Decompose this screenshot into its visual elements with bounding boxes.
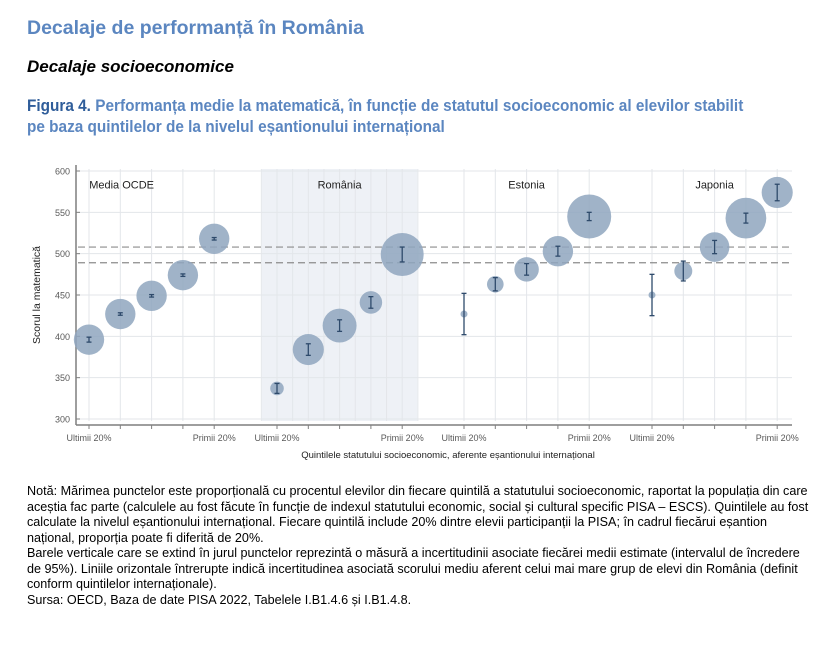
y-tick-label: 550 (55, 208, 70, 218)
section-title: Decalaje de performanță în România (27, 17, 365, 39)
y-tick-label: 450 (55, 291, 70, 301)
y-tick-label: 400 (55, 332, 70, 342)
x-tick-label-first: Ultimii 20% (441, 433, 486, 443)
bubble-chart: 300 350 400 450 500 550 600 Ultimii 20% Primii 2… (31, 165, 799, 461)
x-tick-label-last: Primii 20% (756, 433, 799, 443)
panel-label: Estonia (508, 179, 546, 191)
panel-label: Japonia (695, 179, 734, 191)
x-tick-label-first: Ultimii 20% (254, 433, 299, 443)
note-size: Notă: Mărimea punctelor este proporționa… (27, 484, 809, 545)
x-axis-title: Quintilele statutului socioeconomic, afe… (301, 450, 595, 461)
figure-title-text: Performanța medie la matematică, în func… (27, 97, 744, 136)
y-axis-title: Scorul la matematică (31, 246, 43, 344)
panel-label: Media OCDE (89, 179, 154, 191)
y-tick-label: 600 (55, 167, 70, 177)
x-tick-label-first: Ultimii 20% (629, 433, 674, 443)
y-tick-label: 350 (55, 373, 70, 383)
x-tick-label-last: Primii 20% (381, 433, 424, 443)
y-tick-label: 300 (55, 415, 70, 425)
figure-title: Figura 4. Performanța medie la matematic… (27, 96, 762, 138)
y-tick-label: 500 (55, 249, 70, 259)
figure-label: Figura 4. (27, 97, 91, 115)
note-error-bars: Barele verticale care se extind în jurul… (27, 546, 800, 591)
subsection-title: Decalaje socioeconomice (27, 57, 234, 76)
x-tick-label-last: Primii 20% (568, 433, 611, 443)
note-source: Sursa: OECD, Baza de date PISA 2022, Tab… (27, 592, 412, 607)
chart-notes: Notă: Mărimea punctelor este proporționa… (27, 484, 817, 608)
x-tick-label-first: Ultimii 20% (66, 433, 111, 443)
panel-label: România (318, 179, 363, 191)
x-tick-label-last: Primii 20% (193, 433, 236, 443)
